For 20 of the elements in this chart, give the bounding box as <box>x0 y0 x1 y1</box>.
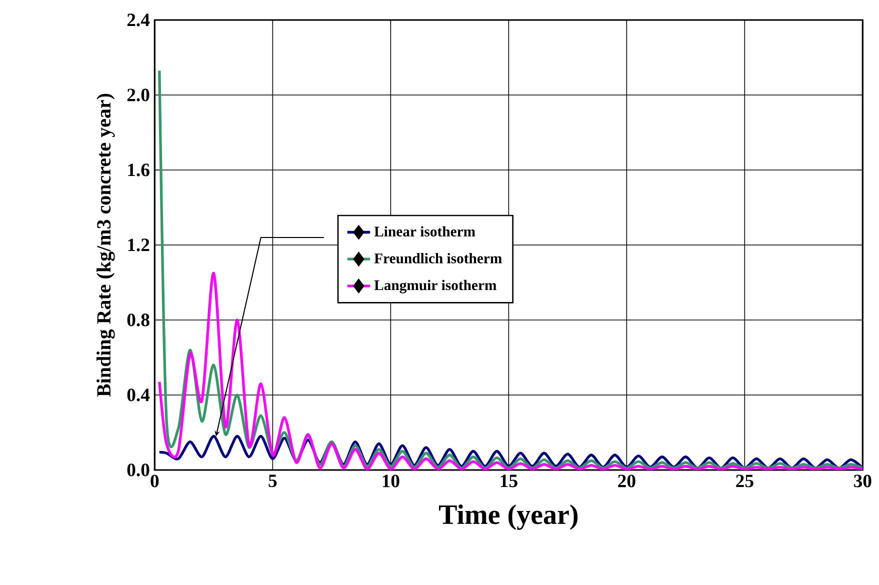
legend-label: Freundlich isotherm <box>374 253 502 264</box>
x-tick-label: 0 <box>150 474 159 488</box>
y-tick-label: 0.0 <box>127 464 150 476</box>
x-tick-label: 25 <box>736 474 754 488</box>
y-tick-label: 2.4 <box>127 14 150 26</box>
y-tick-label: 1.2 <box>128 238 150 252</box>
x-tick-label: 5 <box>268 474 277 488</box>
x-tick-label: 30 <box>854 474 872 488</box>
legend-label: Langmuir isotherm <box>374 280 496 294</box>
y-tick-label: 0.4 <box>127 388 150 402</box>
x-tick-label: 15 <box>500 474 518 488</box>
legend-label: Linear isotherm <box>374 226 476 236</box>
line-series <box>158 272 863 470</box>
y-tick-label: 0.8 <box>127 314 150 326</box>
y-tick-label: 1.6 <box>128 164 150 176</box>
y-axis-title: Binding Rate (kg/m3 concrete year) <box>96 94 115 397</box>
x-axis-title: Time (year) <box>439 504 578 530</box>
x-tick-label: 20 <box>618 474 636 488</box>
x-tick-label: 10 <box>382 474 400 488</box>
y-tick-label: 2.0 <box>127 88 150 102</box>
